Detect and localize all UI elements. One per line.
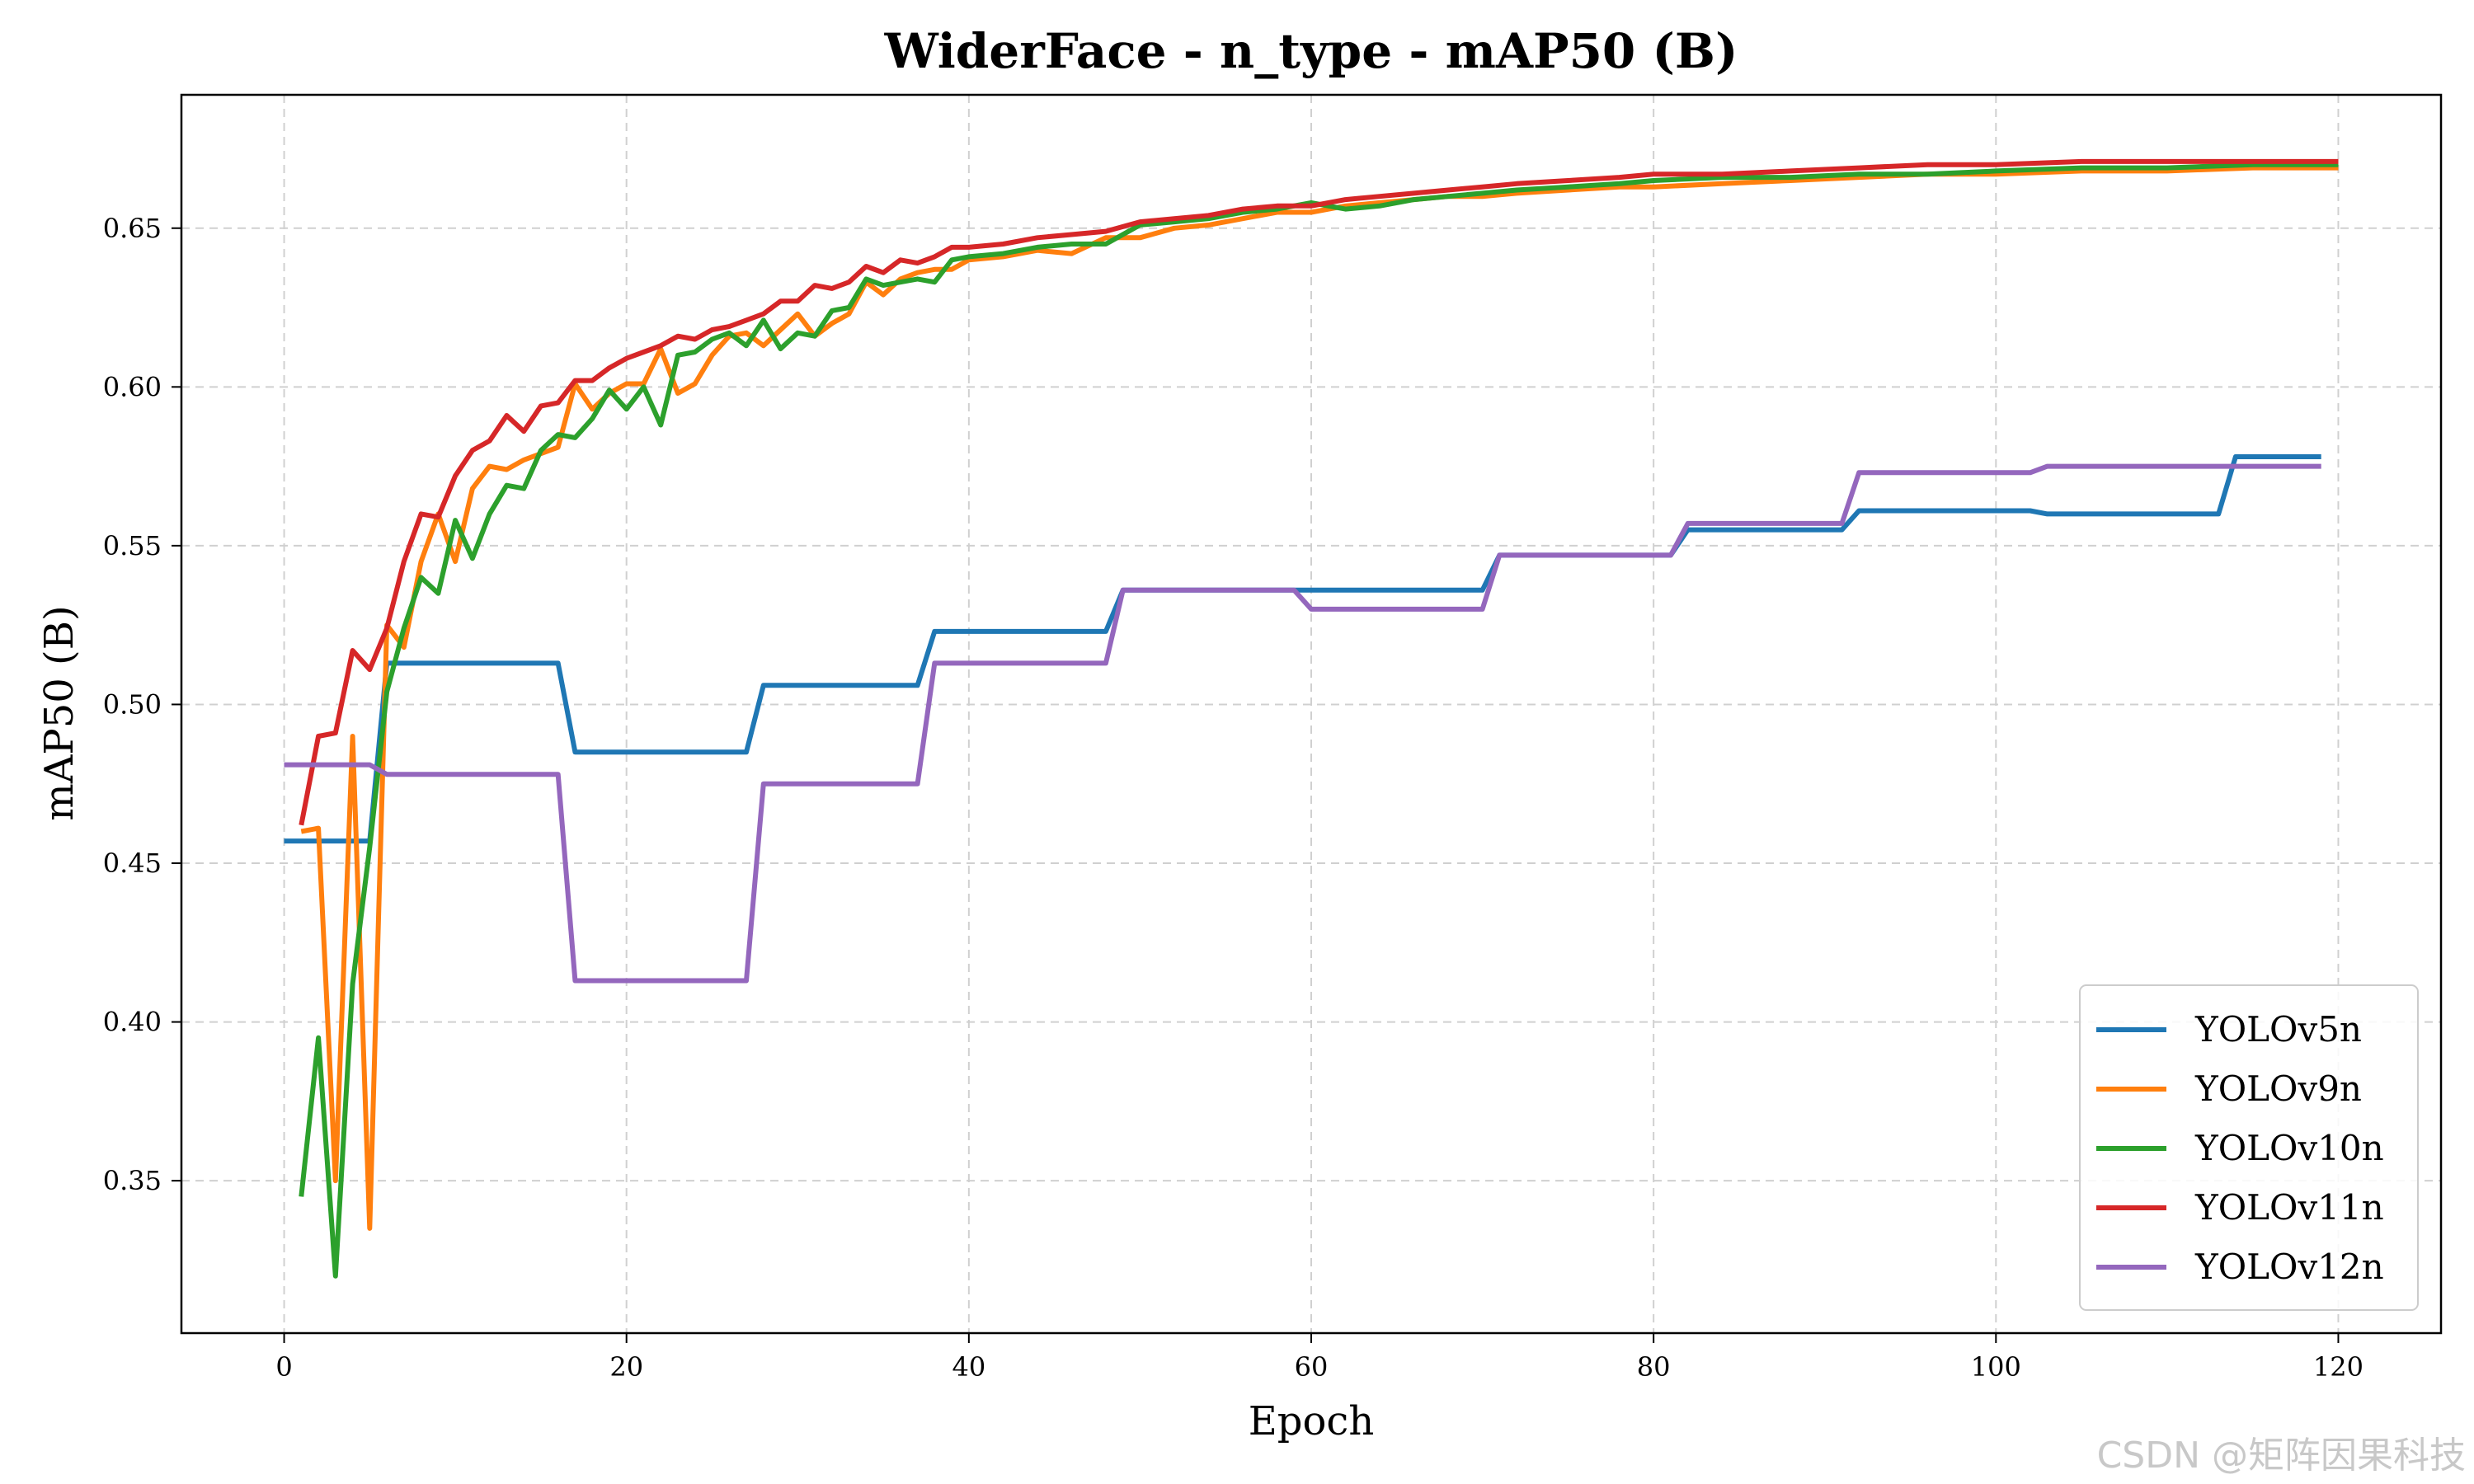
legend-label: YOLOv12n: [2194, 1247, 2384, 1287]
y-tick-label: 0.45: [103, 848, 162, 879]
legend-item: YOLOv5n: [2096, 1009, 2362, 1050]
y-tick-label: 0.55: [103, 530, 162, 561]
x-axis-ticks: 0 20 40 60 80 100 120: [275, 1333, 2363, 1383]
y-axis-ticks: 0.35 0.40 0.45 0.50 0.55 0.60 0.65: [103, 213, 181, 1196]
legend-item: YOLOv11n: [2096, 1187, 2384, 1228]
x-tick-label: 20: [609, 1351, 643, 1383]
legend-label: YOLOv10n: [2194, 1128, 2384, 1168]
y-tick-label: 0.50: [103, 688, 162, 720]
grid-lines: [181, 95, 2441, 1333]
series-line-yolov10n: [299, 162, 2339, 1279]
watermark: CSDN @矩阵因果科技: [2097, 1435, 2466, 1477]
series-line-yolov12n: [284, 463, 2321, 984]
y-tick-label: 0.35: [103, 1165, 162, 1196]
y-tick-label: 0.65: [103, 213, 162, 244]
series-layer: [284, 158, 2339, 1279]
legend: YOLOv5n YOLOv9n YOLOv10n YOLOv11n YOLOv12n: [2079, 984, 2419, 1311]
y-axis-label: mAP50 (B): [36, 605, 82, 821]
legend-box: [2079, 984, 2419, 1311]
chart-title: WiderFace - n_type - mAP50 (B): [884, 23, 1738, 79]
legend-item: YOLOv9n: [2096, 1068, 2362, 1109]
y-tick-label: 0.40: [103, 1007, 162, 1038]
x-tick-label: 100: [1971, 1351, 2021, 1383]
series-line-yolov9n: [300, 165, 2339, 1231]
x-axis-label: Epoch: [1249, 1398, 1374, 1444]
legend-label: YOLOv11n: [2194, 1187, 2384, 1228]
legend-label: YOLOv9n: [2194, 1068, 2362, 1109]
legend-label: YOLOv5n: [2194, 1009, 2362, 1050]
x-tick-label: 60: [1295, 1351, 1329, 1383]
x-tick-label: 80: [1637, 1351, 1671, 1383]
legend-item: YOLOv12n: [2096, 1247, 2384, 1287]
series-line-yolov5n: [284, 454, 2321, 844]
legend-item: YOLOv10n: [2096, 1128, 2384, 1168]
x-tick-label: 120: [2313, 1351, 2363, 1383]
series-line-yolov11n: [299, 158, 2339, 826]
y-tick-label: 0.60: [103, 371, 162, 402]
x-tick-label: 0: [275, 1351, 292, 1383]
x-tick-label: 40: [952, 1351, 985, 1383]
